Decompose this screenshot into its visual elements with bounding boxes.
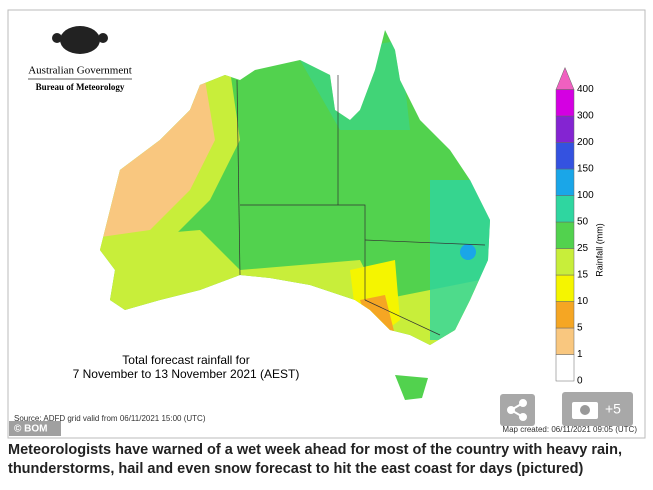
map-title-line1: Total forecast rainfall for (122, 353, 249, 367)
legend-label: 50 (577, 217, 589, 228)
legend-swatch (555, 115, 575, 143)
share-button[interactable] (500, 394, 535, 426)
map-image: Australian Government Bureau of Meteorol… (7, 9, 646, 439)
coat-of-arms (52, 26, 108, 54)
legend-swatch (555, 354, 575, 382)
legend-swatch (555, 142, 575, 170)
legend-swatch (555, 195, 575, 223)
created: Map created: 06/11/2021 09:05 (UTC) (502, 425, 637, 434)
gallery-button[interactable]: +5 (562, 392, 633, 426)
tasmania (395, 375, 428, 400)
map-title-line2: 7 November to 13 November 2021 (AEST) (73, 367, 300, 381)
legend-swatch (555, 89, 575, 117)
legend-label: 15 (577, 270, 589, 281)
logo-line1: Australian Government (28, 65, 132, 77)
legend-label: 10 (577, 296, 589, 307)
legend-swatch (555, 274, 575, 302)
legend-swatch (555, 301, 575, 329)
legend-label: 400 (577, 84, 594, 95)
legend-label: 5 (577, 323, 583, 334)
legend-swatch (555, 221, 575, 249)
legend-label: 100 (577, 190, 594, 201)
legend-swatch (555, 248, 575, 276)
legend-label: 25 (577, 243, 589, 254)
legend-label: 1 (577, 349, 583, 360)
source: Source: ADFD grid valid from 06/11/2021 … (14, 414, 206, 423)
legend-swatch (555, 168, 575, 196)
legend-arrow (555, 66, 575, 90)
legend-label: 200 (577, 137, 594, 148)
legend-label: 150 (577, 164, 594, 175)
legend-title: Rainfall (mm) (594, 223, 604, 277)
legend-label: 300 (577, 111, 594, 122)
credit: © BOM (14, 424, 47, 435)
caption: Meteorologists have warned of a wet week… (8, 442, 622, 477)
logo-line2: Bureau of Meteorology (36, 82, 125, 92)
legend-label: 0 (577, 376, 583, 387)
photo-count: +5 (605, 401, 621, 417)
state-borders (236, 75, 486, 336)
legend-swatch (555, 327, 575, 355)
